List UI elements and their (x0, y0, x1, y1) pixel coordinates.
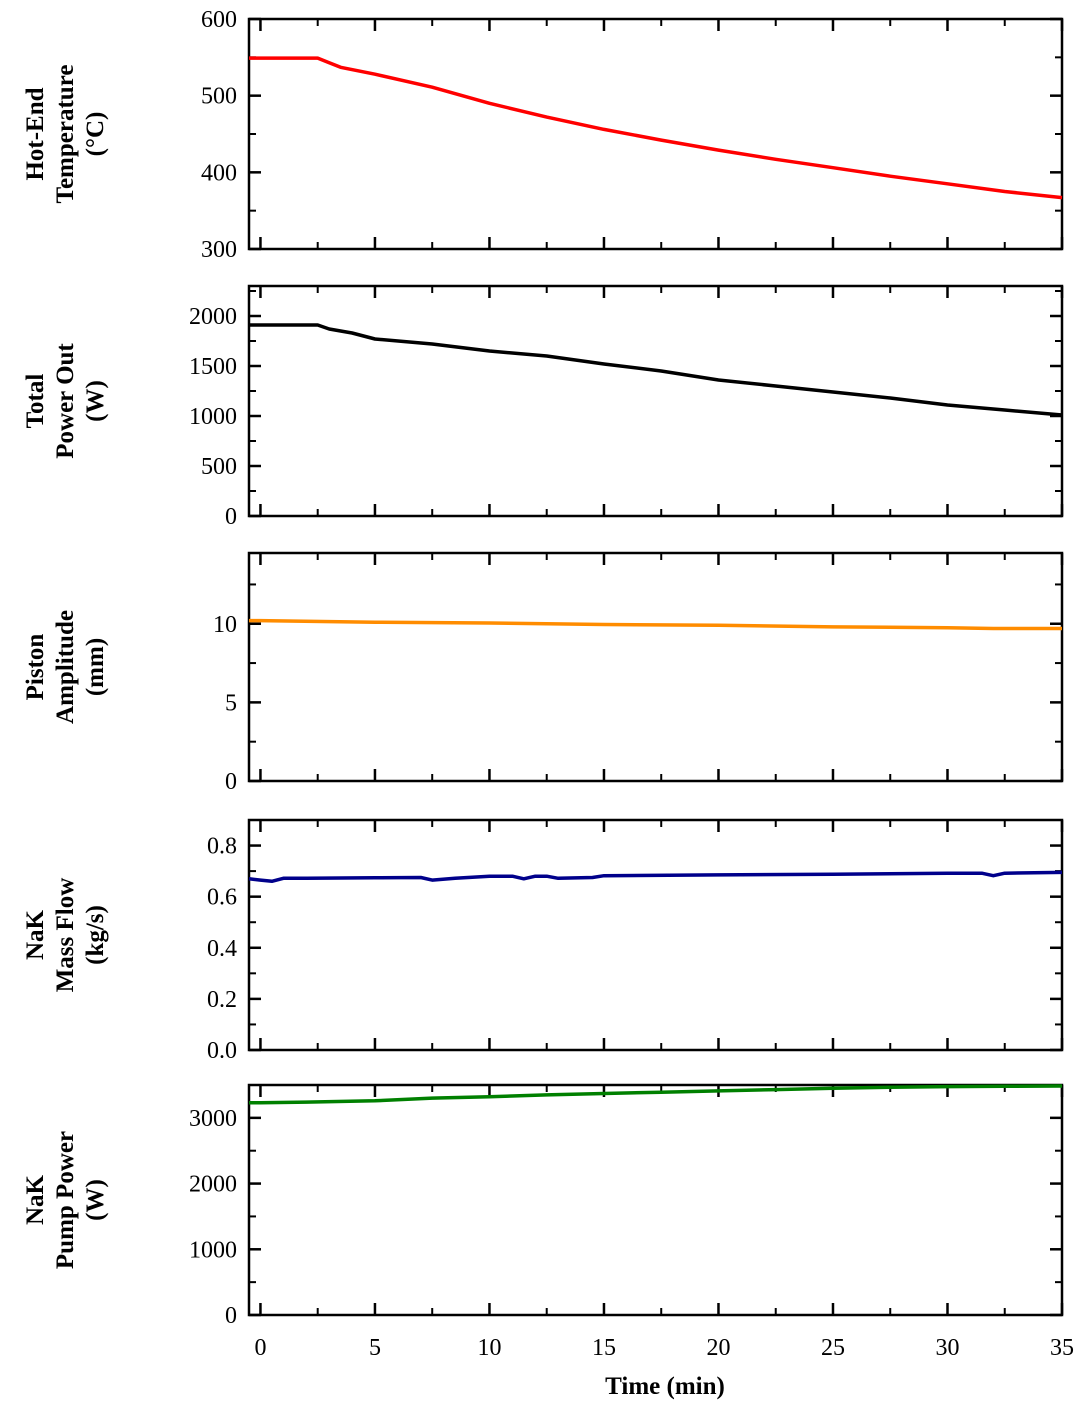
x-tick-label: 0 (254, 1335, 266, 1361)
y-tick-label: 3000 (189, 1106, 237, 1132)
y-axis-title-line: (kg/s) (82, 905, 109, 965)
y-axis-title-line: Power Out (52, 343, 79, 459)
series-line (249, 56, 1063, 200)
y-axis-title: NaK Pump Power (W) (22, 1131, 109, 1269)
y-axis-title-line: Hot-End (22, 87, 49, 180)
y-tick-label: 400 (201, 160, 237, 186)
y-axis-title-line: NaK (22, 1174, 49, 1225)
y-axis-title: NaK Mass Flow (kg/s) (22, 878, 109, 993)
panel-frame (247, 17, 1064, 251)
panel-3: 0 5 10 Piston Amplitude (mm) (22, 551, 1064, 795)
y-tick-label: 500 (201, 84, 237, 110)
x-axis-title: Time (min) (605, 1373, 725, 1400)
panel-5: 0 1000 2000 3000 NaK Pump Power (W) (22, 1083, 1064, 1329)
y-tick-label: 0.6 (207, 885, 237, 911)
y-axis-title: Hot-End Temperature (°C) (22, 65, 109, 204)
y-axis-title-line: Pump Power (52, 1131, 79, 1269)
y-tick-label: 0.0 (207, 1038, 237, 1064)
panel-1: 300 400 500 600 Hot-End Temperature (°C) (22, 7, 1064, 263)
y-tick-label: 0.8 (207, 834, 237, 860)
series-line (248, 870, 1063, 884)
y-tick-label: 5 (225, 690, 237, 716)
x-tick-label: 30 (935, 1335, 959, 1361)
y-axis-title: Total Power Out (W) (22, 343, 109, 459)
series-line (249, 323, 1063, 417)
y-axis-title-line: (W) (82, 380, 109, 422)
y-tick-label: 500 (201, 454, 237, 480)
y-tick-label: 2000 (189, 1172, 237, 1198)
y-tick-label: 0 (225, 1303, 237, 1329)
x-tick-label: 5 (369, 1335, 381, 1361)
panel-frame (247, 818, 1064, 1052)
y-axis-title: Piston Amplitude (mm) (22, 610, 109, 724)
series-line (249, 1084, 1063, 1105)
y-axis-title-line: (mm) (82, 638, 109, 696)
y-axis-title-line: NaK (22, 909, 49, 960)
panel-frame (247, 1083, 1064, 1317)
x-tick-label: 10 (477, 1335, 501, 1361)
x-tick-label: 35 (1050, 1335, 1074, 1361)
y-axis-title-line: (°C) (82, 112, 109, 157)
panel-frame (247, 284, 1064, 518)
x-tick-label: 15 (592, 1335, 616, 1361)
y-tick-label: 0.4 (207, 936, 237, 962)
y-axis-title-line: Mass Flow (52, 878, 79, 993)
y-tick-label: 300 (201, 237, 237, 263)
y-tick-label: 0 (225, 504, 237, 530)
y-axis-title-line: Piston (22, 634, 49, 701)
series-line (249, 618, 1062, 631)
y-tick-label: 0 (225, 769, 237, 795)
y-tick-label: 1000 (189, 404, 237, 430)
y-tick-label: 2000 (189, 304, 237, 330)
x-tick-label: 25 (821, 1335, 845, 1361)
x-tick-label: 20 (706, 1335, 730, 1361)
y-tick-label: 1000 (189, 1237, 237, 1263)
panel-2: 0 500 1000 1500 2000 Total Power Out (W) (22, 284, 1064, 530)
panel-frame (247, 551, 1064, 783)
y-tick-label: 600 (201, 7, 237, 33)
y-axis-title-line: (W) (82, 1179, 109, 1221)
y-axis-title-line: Amplitude (52, 610, 79, 724)
y-tick-label: 10 (213, 612, 237, 638)
y-tick-label: 1500 (189, 354, 237, 380)
panel-4: 0.0 0.2 0.4 0.6 0.8 NaK Mass Flow (kg/s) (22, 818, 1064, 1064)
y-axis-title-line: Total (22, 374, 49, 429)
y-tick-label: 0.2 (207, 987, 237, 1013)
y-axis-title-line: Temperature (52, 65, 79, 204)
time-axis: 0 5 10 15 20 25 30 35 (254, 1335, 1074, 1361)
